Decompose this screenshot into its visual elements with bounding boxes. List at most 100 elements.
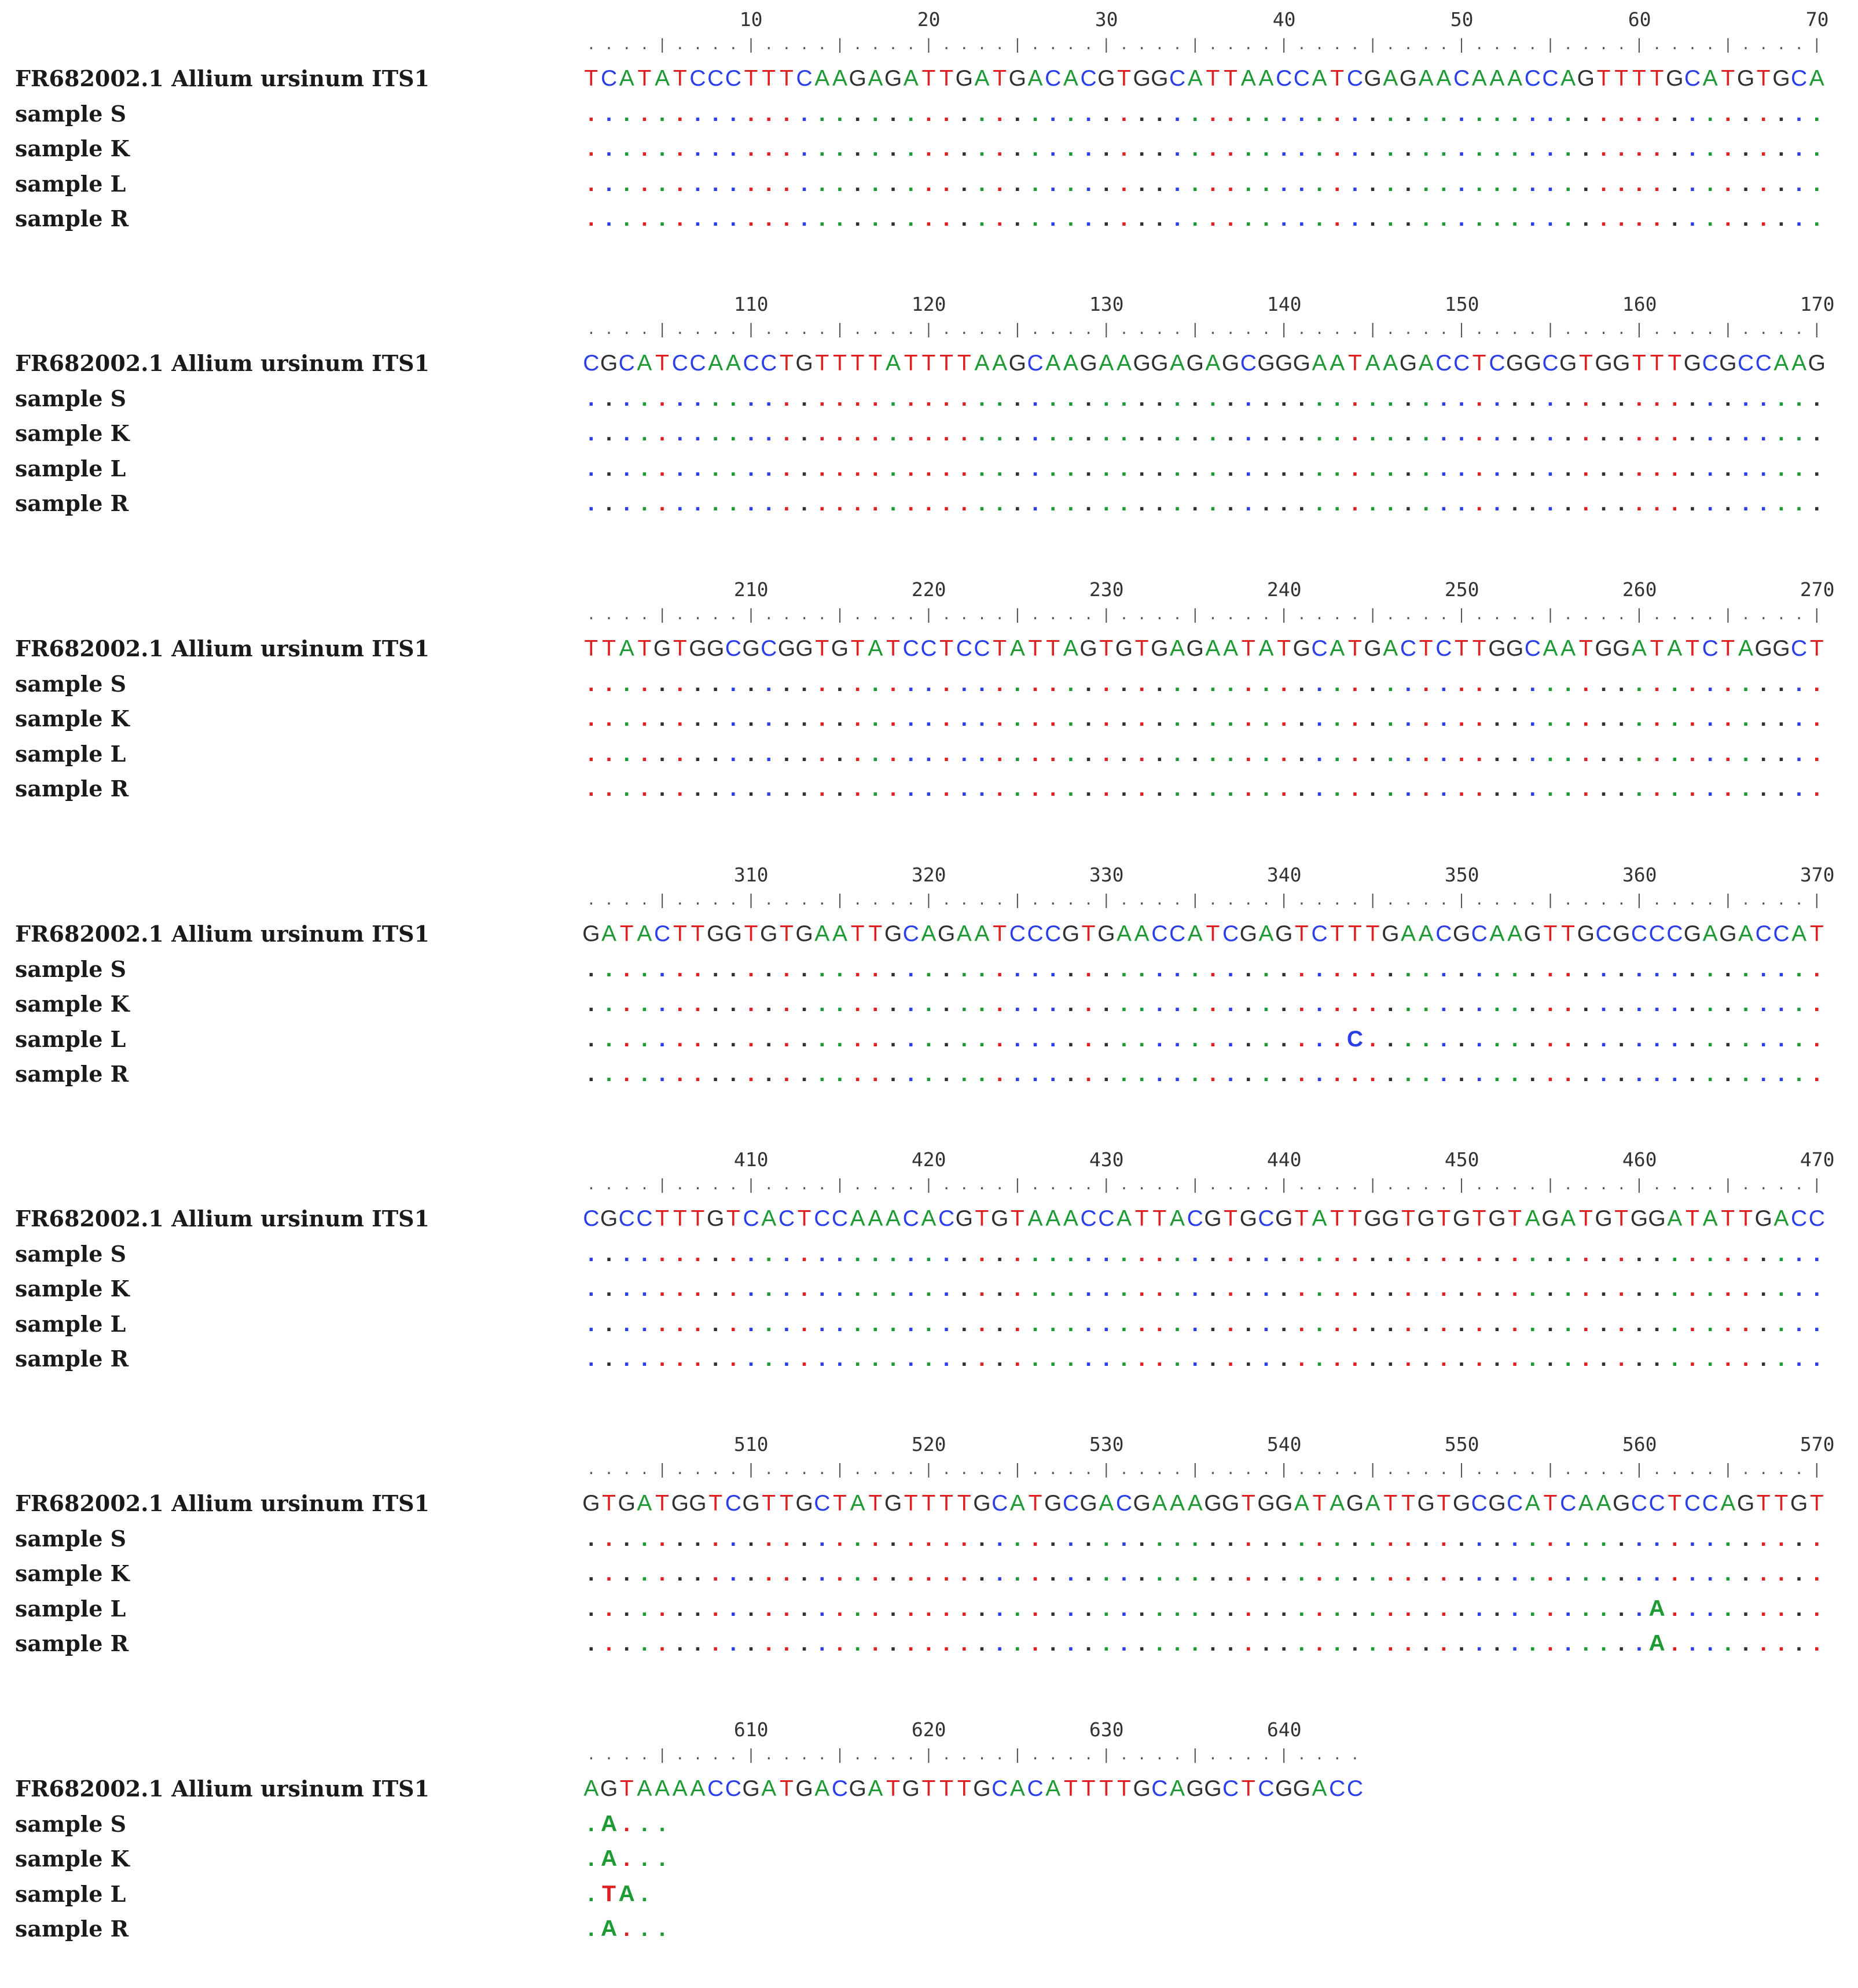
match-dot: . <box>1724 1596 1731 1621</box>
match-dot: . <box>677 1026 684 1052</box>
match-dot: . <box>1547 136 1554 161</box>
match-dot: . <box>659 741 666 766</box>
match-dot: . <box>979 1276 985 1301</box>
match-dot: . <box>1049 1561 1056 1586</box>
ruler-tick: . <box>1776 1461 1786 1478</box>
match-dot: . <box>1458 1631 1465 1656</box>
match-dot: . <box>1618 991 1625 1016</box>
match-dot: . <box>1209 706 1216 731</box>
match-dot: . <box>1103 1026 1110 1052</box>
match-dot: . <box>801 171 808 196</box>
match-dot: . <box>587 1311 594 1336</box>
base: G <box>1115 636 1133 661</box>
match-dot: . <box>801 1061 808 1086</box>
match-dot: . <box>1458 206 1465 231</box>
ruler-tick: | <box>835 1746 844 1763</box>
match-dot: . <box>1654 741 1661 766</box>
base: G <box>1044 1491 1062 1516</box>
base: G <box>1613 351 1631 376</box>
ruler-tick: . <box>1119 1461 1129 1478</box>
match-dot: . <box>854 1526 861 1551</box>
base: G <box>1275 921 1293 946</box>
match-dot: . <box>1227 421 1234 446</box>
match-dot: . <box>1423 741 1430 766</box>
match-dot: . <box>908 1631 915 1656</box>
base: T <box>691 1206 705 1231</box>
ruler-tick: . <box>782 606 791 623</box>
match-dot: . <box>925 1526 932 1551</box>
base: T <box>1632 351 1646 376</box>
base: A <box>637 921 652 946</box>
match-dot: . <box>979 1526 985 1551</box>
match-dot: . <box>730 706 737 731</box>
match-dot: . <box>1511 1596 1518 1621</box>
base: G <box>1364 66 1382 91</box>
match-dot: . <box>1689 1631 1696 1656</box>
match-dot: . <box>908 455 915 481</box>
match-dot: . <box>961 991 968 1016</box>
match-dot: . <box>890 776 897 801</box>
ruler-number: 30 <box>1095 8 1118 31</box>
base: T <box>850 351 865 376</box>
match-dot: . <box>1547 1026 1554 1052</box>
base: C <box>725 1776 741 1801</box>
base: A <box>1330 636 1345 661</box>
match-dot: . <box>1067 1241 1074 1266</box>
base: A <box>1418 66 1434 91</box>
ruler-tick: . <box>1510 1461 1519 1478</box>
ruler-tick: | <box>1545 1461 1555 1478</box>
match-dot: . <box>1493 455 1500 481</box>
ruler-tick: | <box>835 36 844 53</box>
ruler-tick: . <box>586 36 596 53</box>
match-dot: . <box>925 1596 932 1621</box>
match-dot: . <box>1423 1311 1430 1336</box>
base: T <box>1063 1776 1078 1801</box>
ruler-tick: | <box>924 1746 933 1763</box>
match-dot: . <box>1671 206 1678 231</box>
match-dot: . <box>1387 455 1394 481</box>
match-dot: . <box>1547 991 1554 1016</box>
match-dot: . <box>1334 1631 1341 1656</box>
ruler-tick: | <box>1279 1746 1288 1763</box>
match-dot: . <box>712 385 719 411</box>
ruler-tick: | <box>1368 891 1378 908</box>
match-dot: . <box>1795 1061 1802 1086</box>
match-dot: . <box>1565 1311 1571 1336</box>
match-dot: . <box>1813 671 1820 696</box>
match-dot: . <box>1103 206 1110 231</box>
base: T <box>1046 636 1060 661</box>
match-dot: . <box>641 956 648 982</box>
match-dot: . <box>1263 1276 1269 1301</box>
match-dot: . <box>641 1846 648 1871</box>
base: C <box>1258 1776 1275 1801</box>
match-dot: . <box>1795 455 1802 481</box>
match-dot: . <box>1813 136 1820 161</box>
ruler-tick: . <box>1066 1461 1075 1478</box>
match-dot: . <box>1174 136 1181 161</box>
ruler-tick: . <box>1759 891 1768 908</box>
match-dot: . <box>677 1596 684 1621</box>
ruler-number: 520 <box>911 1433 946 1456</box>
match-dot: . <box>1671 101 1678 126</box>
ruler-tick: . <box>800 321 809 337</box>
match-dot: . <box>1014 1311 1021 1336</box>
ruler-tick: . <box>906 891 916 908</box>
match-dot: . <box>1440 741 1447 766</box>
match-dot: . <box>1369 706 1376 731</box>
ruler-tick: . <box>1741 321 1750 337</box>
match-dot: . <box>587 1846 594 1871</box>
match-dot: . <box>1654 1241 1661 1266</box>
base: A <box>1738 921 1754 946</box>
match-dot: . <box>677 491 684 516</box>
match-dot: . <box>1085 491 1092 516</box>
ruler-tick: . <box>1599 891 1609 908</box>
ruler-tick: | <box>1101 891 1111 908</box>
match-dot: . <box>659 956 666 982</box>
match-dot: . <box>1511 136 1518 161</box>
match-dot: . <box>1192 1061 1199 1086</box>
match-dot: . <box>1493 101 1500 126</box>
match-dot: . <box>1369 776 1376 801</box>
match-dot: . <box>1813 1631 1820 1656</box>
match-dot: . <box>1352 1631 1358 1656</box>
match-dot: . <box>1369 206 1376 231</box>
